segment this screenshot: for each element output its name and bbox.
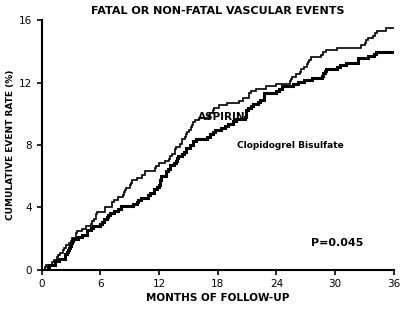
Text: ASPIRIN: ASPIRIN (198, 112, 245, 122)
Text: Clopidogrel Bisulfate: Clopidogrel Bisulfate (237, 141, 343, 150)
Title: FATAL OR NON-FATAL VASCULAR EVENTS: FATAL OR NON-FATAL VASCULAR EVENTS (91, 6, 344, 15)
Text: P=0.045: P=0.045 (310, 238, 362, 248)
Y-axis label: CUMULATIVE EVENT RATE (%): CUMULATIVE EVENT RATE (%) (6, 70, 15, 220)
X-axis label: MONTHS OF FOLLOW-UP: MONTHS OF FOLLOW-UP (146, 294, 289, 303)
